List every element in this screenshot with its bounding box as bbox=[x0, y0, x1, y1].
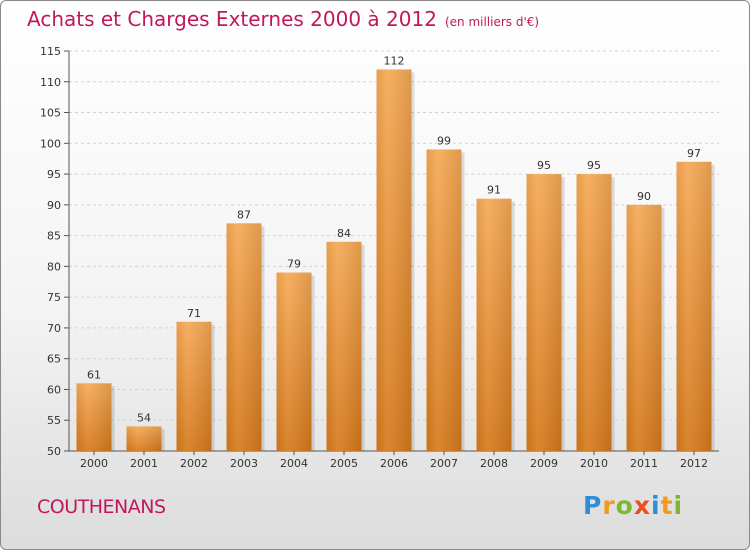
data-label: 97 bbox=[687, 147, 701, 160]
bar-sheen bbox=[326, 241, 362, 451]
data-label: 61 bbox=[87, 368, 101, 381]
x-tick-label: 2010 bbox=[580, 457, 608, 470]
y-tick-label: 80 bbox=[47, 260, 61, 273]
bar-sheen bbox=[576, 174, 612, 452]
data-label: 79 bbox=[287, 258, 301, 271]
x-tick-label: 2004 bbox=[280, 457, 308, 470]
bar-sheen bbox=[126, 426, 162, 451]
y-tick-label: 55 bbox=[47, 414, 61, 427]
bar-sheen bbox=[426, 149, 462, 451]
bar-sheen bbox=[176, 321, 212, 451]
chart-subtitle: (en milliers d'€) bbox=[444, 15, 540, 29]
data-label: 54 bbox=[137, 411, 151, 424]
x-tick-label: 2009 bbox=[530, 457, 558, 470]
x-tick-label: 2008 bbox=[480, 457, 508, 470]
data-label: 95 bbox=[587, 159, 601, 172]
logo-letter: i bbox=[651, 491, 661, 520]
logo-letter: i bbox=[673, 491, 684, 520]
logo-letter: x bbox=[633, 491, 651, 520]
proxiti-logo[interactable]: Proxiti bbox=[583, 491, 683, 520]
x-tick-label: 2002 bbox=[180, 457, 208, 470]
y-tick-label: 100 bbox=[40, 137, 61, 150]
chart-title-text: Achats et Charges Externes 2000 à 2012 bbox=[27, 7, 437, 31]
y-tick-label: 90 bbox=[47, 199, 61, 212]
data-label: 84 bbox=[337, 227, 351, 240]
y-tick-label: 65 bbox=[47, 353, 61, 366]
x-tick-label: 2005 bbox=[330, 457, 358, 470]
bar-sheen bbox=[676, 161, 712, 451]
logo-letter: t bbox=[660, 491, 674, 520]
data-label: 95 bbox=[537, 159, 551, 172]
x-tick-label: 2007 bbox=[430, 457, 458, 470]
logo-letter: P bbox=[583, 491, 603, 520]
bar-sheen bbox=[76, 383, 112, 451]
y-tick-label: 60 bbox=[47, 383, 61, 396]
y-tick-label: 85 bbox=[47, 230, 61, 243]
commune-name: COUTHENANS bbox=[37, 496, 166, 518]
bar-sheen bbox=[526, 174, 562, 452]
x-tick-label: 2006 bbox=[380, 457, 408, 470]
data-label: 91 bbox=[487, 184, 501, 197]
data-label: 90 bbox=[637, 190, 651, 203]
bar-sheen bbox=[276, 272, 312, 451]
chart-title: Achats et Charges Externes 2000 à 2012 (e… bbox=[27, 7, 539, 31]
data-label: 71 bbox=[187, 307, 201, 320]
logo-letter: r bbox=[602, 491, 616, 520]
x-tick-label: 2011 bbox=[630, 457, 658, 470]
x-tick-label: 2003 bbox=[230, 457, 258, 470]
y-tick-label: 115 bbox=[40, 45, 61, 58]
y-tick-label: 110 bbox=[40, 76, 61, 89]
data-label: 99 bbox=[437, 134, 451, 147]
y-tick-label: 105 bbox=[40, 107, 61, 120]
y-tick-label: 70 bbox=[47, 322, 61, 335]
bar-sheen bbox=[376, 69, 412, 451]
y-tick-label: 95 bbox=[47, 168, 61, 181]
data-label: 112 bbox=[384, 54, 405, 67]
y-tick-label: 50 bbox=[47, 445, 61, 458]
x-tick-label: 2000 bbox=[80, 457, 108, 470]
bar-sheen bbox=[476, 198, 512, 451]
logo-letter: o bbox=[615, 491, 634, 520]
y-tick-label: 75 bbox=[47, 291, 61, 304]
x-tick-label: 2001 bbox=[130, 457, 158, 470]
bar-sheen bbox=[626, 204, 662, 451]
bar-sheen bbox=[226, 223, 262, 451]
x-tick-label: 2012 bbox=[680, 457, 708, 470]
data-label: 87 bbox=[237, 208, 251, 221]
